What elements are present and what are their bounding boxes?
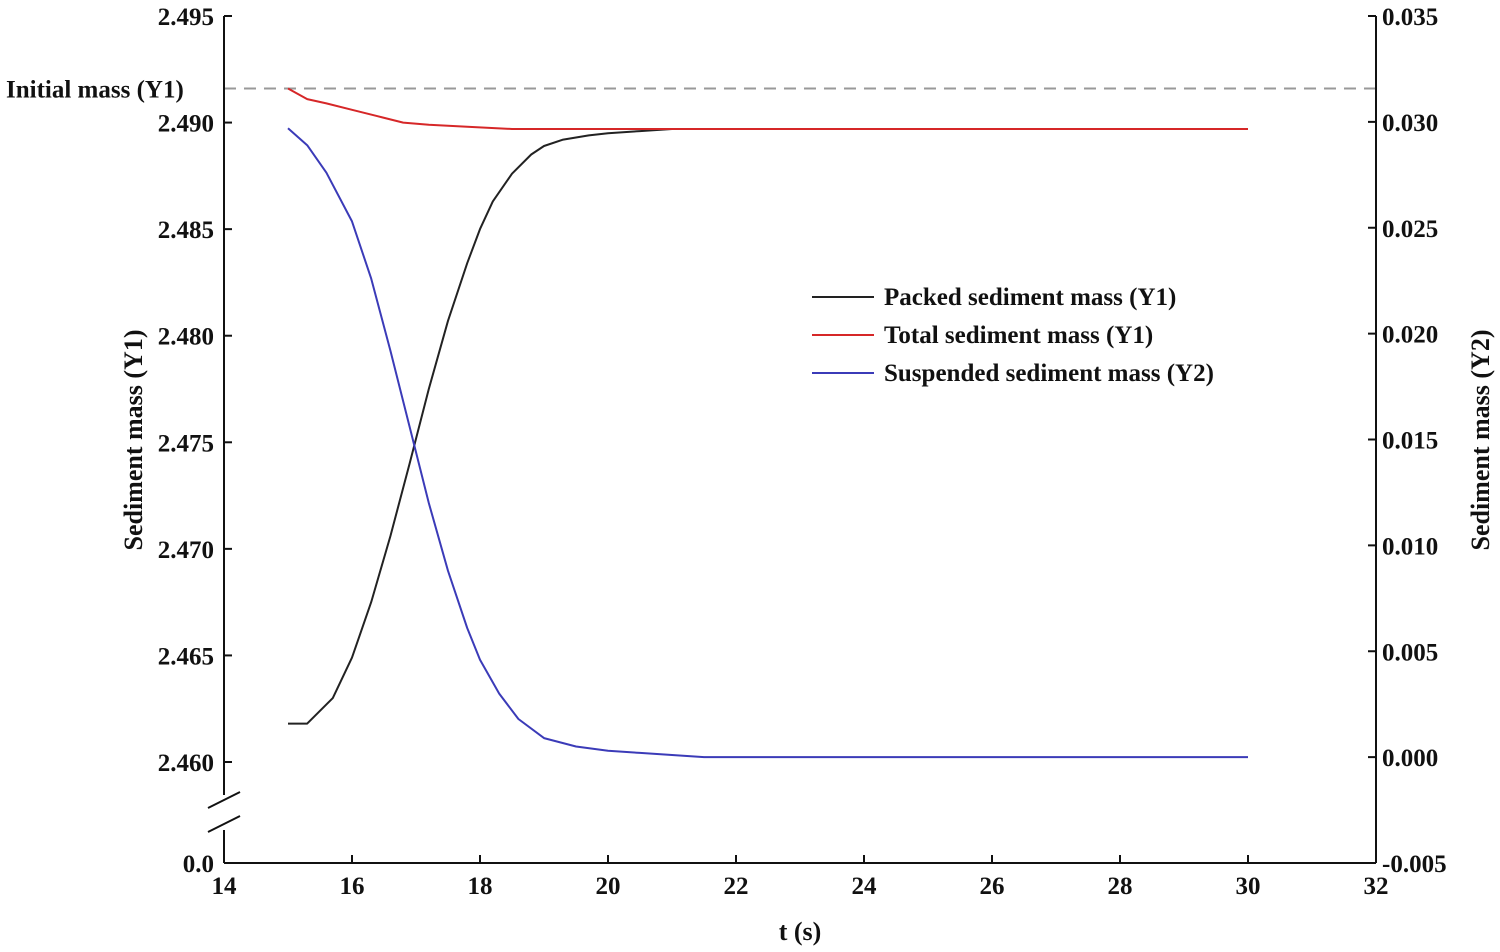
y1-tick-label: 2.495 (158, 4, 214, 31)
y1-break-tick-label: 0.0 (183, 851, 214, 878)
y2-tick-label: 0.020 (1382, 322, 1438, 349)
y1-tick-label: 2.470 (158, 537, 214, 564)
series-line-2 (287, 87, 1248, 130)
x-tick-label: 26 (980, 873, 1005, 900)
x-tick-label: 16 (340, 873, 365, 900)
x-tick-label: 32 (1364, 873, 1389, 900)
axis-break-mark (207, 791, 241, 809)
series-line-1 (288, 128, 673, 725)
y2-tick-label: 0.000 (1382, 745, 1438, 772)
y2-tick-label: 0.015 (1382, 428, 1438, 455)
labels-layer: 14 16 18 20 22 24 26 28 30 32 2.460 2.465 2.470 2.475… (6, 4, 1495, 946)
y1-tick-label: 2.485 (158, 217, 214, 244)
x-tick-label: 24 (852, 873, 878, 900)
legend-label: Packed sediment mass (Y1) (884, 284, 1176, 311)
y2-tick-label: 0.030 (1382, 110, 1438, 137)
x-tick-label: 22 (724, 873, 749, 900)
x-tick-label: 30 (1236, 873, 1261, 900)
legend-label: Suspended sediment mass (Y2) (884, 360, 1214, 387)
y2-tick-label: 0.005 (1382, 639, 1438, 666)
y2-tick-label: -0.005 (1382, 851, 1447, 878)
x-tick-label: 18 (468, 873, 493, 900)
y1-tick-label: 2.490 (158, 111, 214, 138)
y2-tick-label: 0.025 (1382, 216, 1438, 243)
y1-tick-label: 2.465 (158, 643, 214, 670)
x-tick-label: 14 (212, 873, 238, 900)
x-tick-label: 20 (596, 873, 621, 900)
series-line-3 (287, 127, 1248, 759)
y2-axis-title: Sediment mass (Y2) (1466, 330, 1495, 551)
series-layer (287, 87, 1248, 759)
y1-tick-label: 2.480 (158, 324, 214, 351)
initial-mass-label: Initial mass (Y1) (6, 76, 184, 103)
y1-tick-label: 2.475 (158, 430, 214, 457)
y1-axis-title: Sediment mass (Y1) (119, 330, 148, 551)
legend-label: Total sediment mass (Y1) (884, 322, 1153, 349)
y2-tick-label: 0.010 (1382, 533, 1438, 560)
y1-tick-label: 2.460 (158, 750, 214, 777)
y2-tick-label: 0.035 (1382, 4, 1438, 31)
axis-break-mark (207, 815, 241, 833)
x-tick-label: 28 (1108, 873, 1133, 900)
axes-layer (207, 15, 1377, 864)
x-axis-title: t (s) (779, 917, 822, 946)
legend: Packed sediment mass (Y1) Total sediment … (812, 284, 1214, 387)
